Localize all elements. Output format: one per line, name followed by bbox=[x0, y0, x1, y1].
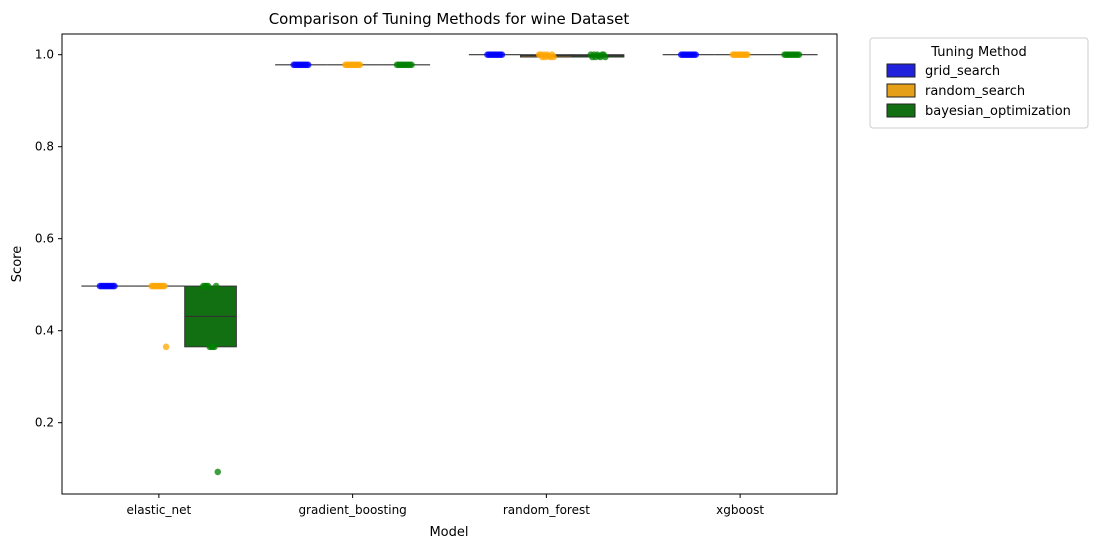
data-point-grid_search bbox=[498, 51, 506, 58]
y-tick-label: 0.2 bbox=[35, 416, 54, 430]
data-point-bayesian_optimization bbox=[408, 61, 415, 69]
data-point-random_search bbox=[744, 51, 751, 58]
y-tick-label: 0.6 bbox=[35, 232, 54, 246]
data-point-bayesian_optimization bbox=[211, 343, 218, 351]
data-point-grid_search bbox=[692, 51, 699, 58]
x-tick-label: random_forest bbox=[503, 503, 590, 517]
y-tick-label: 1.0 bbox=[35, 48, 54, 62]
legend-frame bbox=[869, 37, 1089, 129]
legend-swatch-random_search bbox=[886, 83, 916, 98]
y-axis-label: Score bbox=[10, 246, 25, 282]
data-point-bayesian_optimization bbox=[204, 282, 212, 290]
legend-title: Tuning Method bbox=[930, 45, 1026, 60]
y-tick-label: 0.4 bbox=[35, 324, 54, 338]
data-point-random_search bbox=[356, 61, 364, 69]
legend-swatch-grid_search bbox=[886, 63, 916, 78]
chart-title: Comparison of Tuning Methods for wine Da… bbox=[269, 10, 630, 28]
data-point-random_search bbox=[550, 53, 557, 61]
plot-frame bbox=[61, 33, 838, 495]
x-tick-label: xgboost bbox=[716, 503, 764, 517]
legend-label-random_search: random_search bbox=[925, 84, 1025, 99]
data-point-bayesian_optimization bbox=[795, 51, 803, 58]
legend-swatch-bayesian_optimization bbox=[886, 103, 916, 118]
data-point-bayesian_optimization bbox=[601, 53, 609, 61]
data-point-random_search bbox=[162, 343, 170, 351]
data-point-bayesian_optimization bbox=[214, 468, 222, 476]
x-tick-label: gradient_boosting bbox=[298, 503, 406, 517]
plot-area bbox=[81, 51, 818, 476]
data-point-random_search bbox=[161, 282, 168, 290]
x-axis-label: Model bbox=[429, 525, 468, 540]
legend-label-grid_search: grid_search bbox=[925, 64, 1000, 79]
legend: Tuning Method grid_search random_searchba… bbox=[869, 37, 1089, 129]
x-tick-label: elastic_net bbox=[127, 503, 192, 517]
data-point-grid_search bbox=[304, 61, 312, 69]
y-tick-label: 0.8 bbox=[35, 140, 54, 154]
data-point-grid_search bbox=[111, 282, 118, 290]
legend-label-bayesian_optimization: bayesian_optimization bbox=[925, 104, 1071, 119]
data-point-bayesian_optimization bbox=[212, 282, 220, 290]
